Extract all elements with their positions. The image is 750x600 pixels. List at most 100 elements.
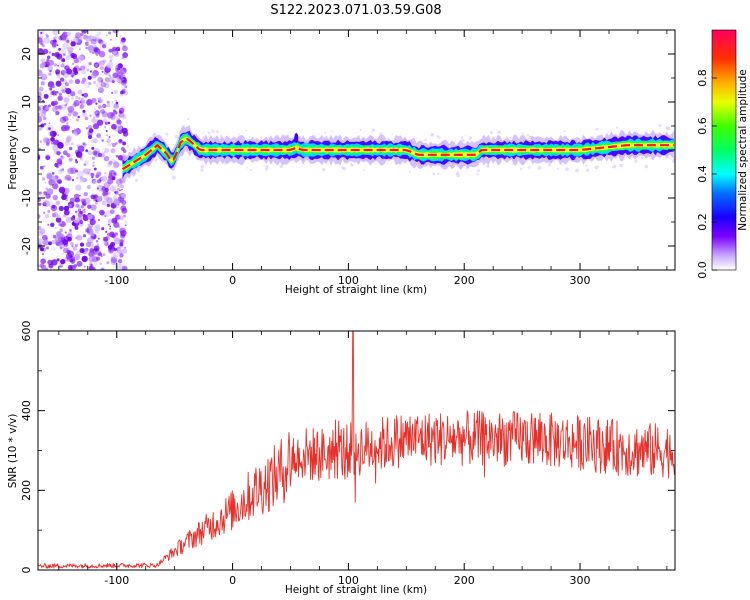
noise-blob xyxy=(111,143,116,148)
noise-blob xyxy=(121,265,128,270)
noise-blob xyxy=(95,224,101,230)
noise-blob xyxy=(115,99,118,102)
noise-blob xyxy=(67,167,74,175)
noise-blob xyxy=(75,184,82,191)
noise-blob xyxy=(95,154,98,157)
noise-blob xyxy=(70,52,76,59)
noise-blob xyxy=(55,80,62,87)
noise-blob xyxy=(99,136,102,140)
noise-blob xyxy=(113,172,117,176)
noise-blob xyxy=(91,51,95,54)
noise-blob xyxy=(88,266,95,270)
noise-blob xyxy=(92,161,95,164)
noise-blob xyxy=(43,211,46,214)
halo-blob xyxy=(165,132,169,136)
noise-blob xyxy=(121,48,124,51)
noise-blob xyxy=(116,187,120,191)
noise-blob xyxy=(79,156,82,159)
noise-blob xyxy=(56,75,61,79)
noise-blob xyxy=(106,34,108,37)
halo-blob xyxy=(246,167,248,169)
noise-blob xyxy=(84,41,90,46)
halo-blob xyxy=(211,129,215,133)
noise-blob xyxy=(105,210,112,217)
noise-blob xyxy=(85,228,90,233)
halo-blob xyxy=(464,135,466,137)
noise-blob xyxy=(63,104,66,106)
noise-blob xyxy=(105,80,108,83)
snr-ticks: -100 0 100 200 300 0 200 400 600 xyxy=(20,321,675,587)
noise-blob xyxy=(112,195,117,200)
noise-blob xyxy=(65,198,68,202)
noise-blob xyxy=(121,199,127,206)
noise-blob xyxy=(68,203,73,208)
noise-blob xyxy=(102,105,105,108)
noise-blob xyxy=(51,259,58,266)
noise-blob xyxy=(86,68,90,72)
noise-blob xyxy=(79,242,85,247)
noise-blob xyxy=(81,102,86,108)
noise-blob xyxy=(93,108,97,111)
noise-blob xyxy=(52,144,59,151)
noise-blob xyxy=(116,119,122,125)
noise-blob xyxy=(93,46,100,53)
halo-blob xyxy=(575,168,580,173)
noise-blob xyxy=(65,54,72,61)
noise-blob xyxy=(42,48,49,55)
spectrogram-y-tick-label: 0 xyxy=(20,147,33,154)
noise-blob xyxy=(57,134,60,136)
noise-blob xyxy=(76,260,83,267)
halo-blob xyxy=(565,167,569,171)
snr-x-tick-label: 300 xyxy=(570,574,591,587)
noise-blob xyxy=(43,117,47,120)
noise-blob xyxy=(62,42,69,50)
noise-blob xyxy=(43,122,47,126)
noise-blob xyxy=(40,258,46,265)
noise-blob xyxy=(81,209,86,214)
noise-blob xyxy=(88,250,95,258)
noise-blob xyxy=(107,178,114,185)
noise-blob xyxy=(95,240,99,243)
noise-blob xyxy=(97,218,101,222)
noise-blob xyxy=(93,45,97,48)
noise-blob xyxy=(38,104,44,111)
halo-blob xyxy=(263,164,265,167)
noise-blob xyxy=(99,98,104,103)
colorbar-ticks: 0.0 0.2 0.4 0.6 0.8 xyxy=(696,69,717,279)
halo-blob xyxy=(665,126,669,130)
noise-blob xyxy=(66,197,69,200)
noise-blob xyxy=(106,111,114,119)
snr-y-tick-label: 200 xyxy=(20,480,33,501)
colorbar-label: Normalized spectral amplitude xyxy=(737,69,749,230)
noise-blob xyxy=(108,48,113,53)
noise-blob xyxy=(106,141,109,143)
noise-blob xyxy=(121,80,127,86)
noise-blob xyxy=(107,247,114,254)
noise-blob xyxy=(111,233,116,239)
noise-blob xyxy=(117,215,121,219)
noise-blob xyxy=(83,163,87,167)
noise-blob xyxy=(92,164,95,167)
noise-blob xyxy=(100,80,104,83)
halo-blob xyxy=(207,131,211,135)
noise-blob xyxy=(77,55,85,62)
noise-blob xyxy=(41,234,48,241)
noise-blob xyxy=(111,46,117,52)
noise-blob xyxy=(108,54,114,60)
noise-blob xyxy=(79,61,82,64)
noise-blob xyxy=(47,65,53,72)
halo-blob xyxy=(200,168,204,172)
noise-blob xyxy=(93,116,96,119)
noise-blob xyxy=(110,258,118,266)
noise-blob xyxy=(49,130,57,138)
noise-blob xyxy=(101,200,107,206)
noise-blob xyxy=(73,99,80,107)
noise-blob xyxy=(123,214,127,218)
noise-blob xyxy=(95,113,100,118)
noise-blob xyxy=(108,227,112,230)
halo-blob xyxy=(430,132,435,137)
noise-blob xyxy=(58,186,66,194)
noise-blob xyxy=(108,160,113,165)
noise-blob xyxy=(38,69,43,77)
